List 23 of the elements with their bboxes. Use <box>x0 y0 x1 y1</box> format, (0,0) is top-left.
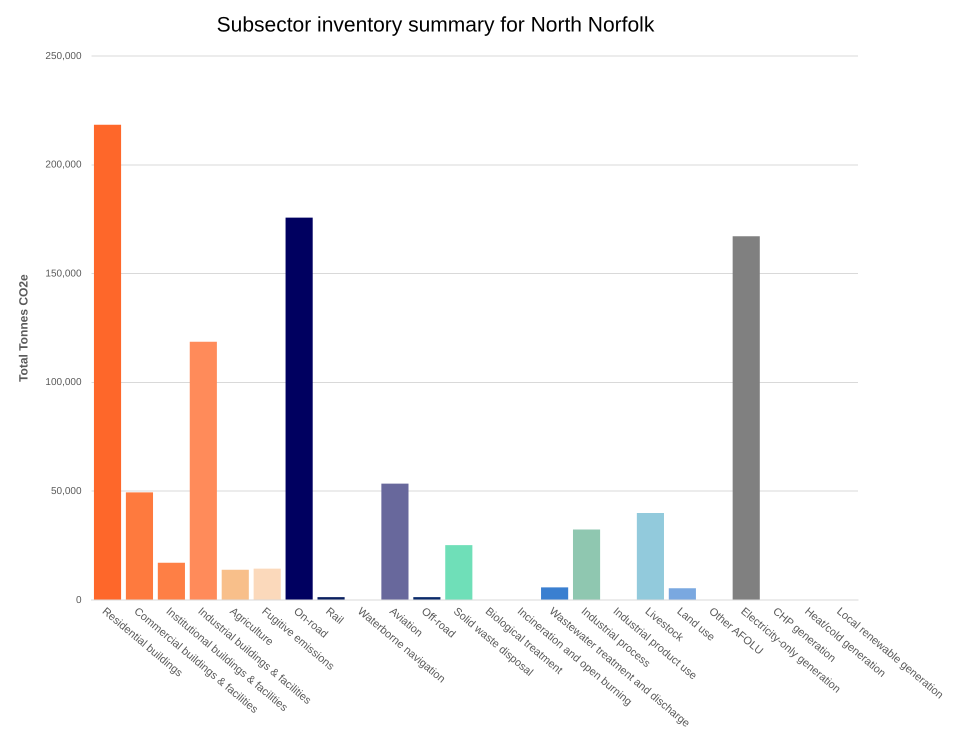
bar <box>222 570 249 600</box>
y-tick-label: 100,000 <box>45 377 82 388</box>
bar <box>668 588 696 600</box>
y-tick-label: 200,000 <box>45 160 82 171</box>
bar <box>94 124 122 600</box>
y-axis-title: Total Tonnes CO2e <box>16 274 31 382</box>
x-tick-label: Rail <box>323 605 346 627</box>
y-tick-label: 250,000 <box>45 50 82 62</box>
chart-title: Subsector inventory summary for North Norfolk <box>216 13 655 36</box>
bar <box>381 484 409 600</box>
bar <box>732 236 760 600</box>
bar <box>254 568 281 600</box>
bar <box>126 492 154 600</box>
bar <box>158 562 185 600</box>
bar <box>572 530 600 600</box>
bar <box>636 512 664 600</box>
bar <box>445 545 472 600</box>
bar <box>286 218 313 600</box>
bar <box>541 587 568 600</box>
y-tick-label: 50,000 <box>50 486 82 497</box>
y-tick-label: 150,000 <box>45 268 82 280</box>
y-tick-label: 0 <box>76 594 82 606</box>
bar <box>190 342 217 600</box>
